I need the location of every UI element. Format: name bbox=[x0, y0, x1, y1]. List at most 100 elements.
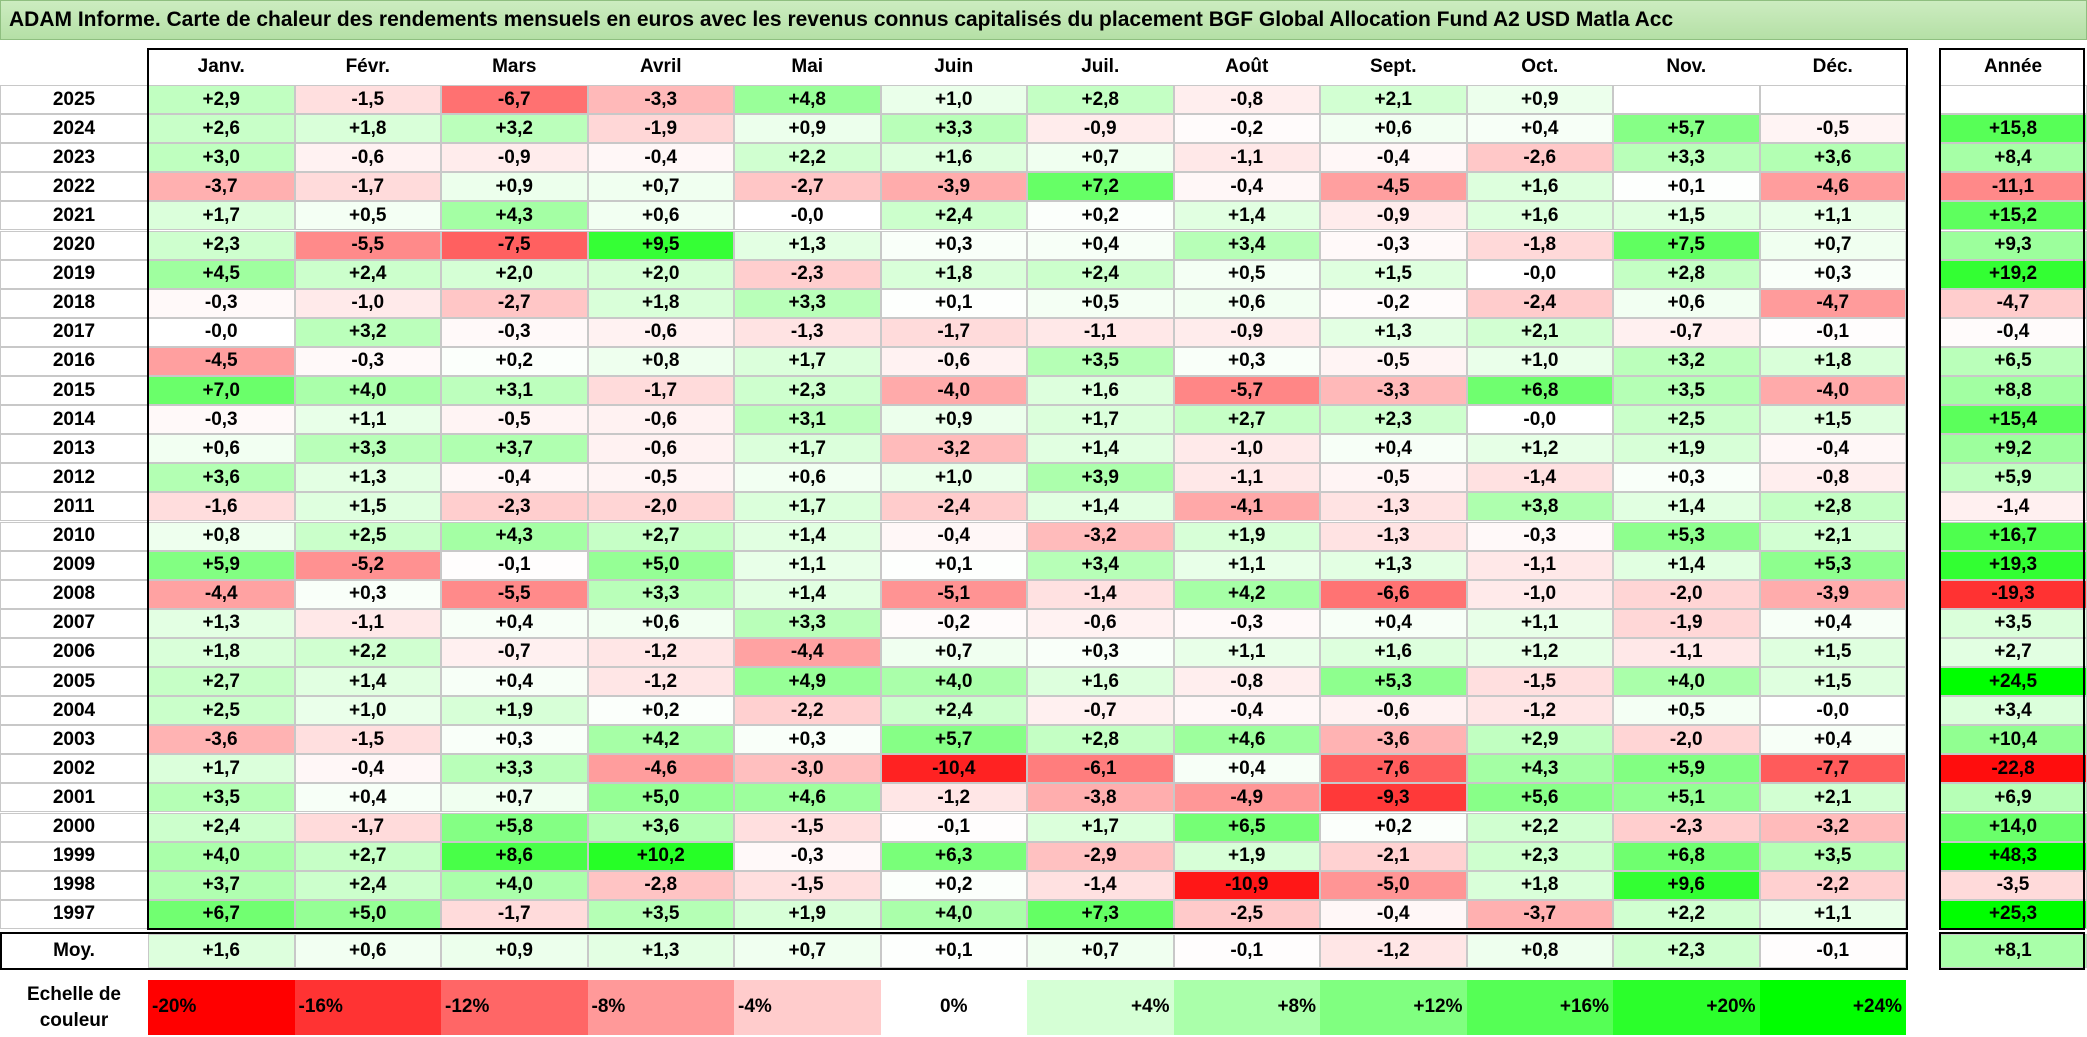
heatmap-cell: +3,5 bbox=[148, 783, 295, 813]
heatmap-cell: +0,2 bbox=[587, 696, 734, 726]
heatmap-cell: +1,8 bbox=[587, 288, 734, 318]
year-label: 2018 bbox=[0, 288, 148, 318]
heatmap-cell: -1,7 bbox=[587, 376, 734, 406]
heatmap-cell: +3,9 bbox=[1027, 463, 1174, 493]
heatmap-cell: +3,5 bbox=[1759, 841, 1906, 871]
heatmap-cell: -0,1 bbox=[441, 550, 588, 580]
year-label: 2007 bbox=[0, 608, 148, 638]
heatmap-cell: -1,3 bbox=[1320, 521, 1467, 551]
heatmap-cell: +1,7 bbox=[734, 492, 881, 522]
heatmap-cell: +1,8 bbox=[1466, 870, 1613, 900]
annual-cell: +9,3 bbox=[1939, 230, 2087, 260]
heatmap-cell: -0,0 bbox=[1466, 259, 1613, 289]
heatmap-cell: +2,1 bbox=[1759, 783, 1906, 813]
heatmap-cell: -0,1 bbox=[1759, 317, 1906, 347]
heatmap-cell: +0,3 bbox=[1759, 259, 1906, 289]
heatmap-cell: +4,3 bbox=[441, 521, 588, 551]
heatmap-cell: +2,4 bbox=[148, 812, 295, 842]
heatmap-cell: -0,5 bbox=[1320, 463, 1467, 493]
heatmap-cell: -1,1 bbox=[1466, 550, 1613, 580]
heatmap-cell: -5,1 bbox=[880, 579, 1027, 609]
heatmap-cell: -0,3 bbox=[1320, 230, 1467, 260]
heatmap-cell: -0,6 bbox=[587, 317, 734, 347]
heatmap-cell: +4,9 bbox=[734, 667, 881, 697]
heatmap-cell: -0,9 bbox=[1320, 201, 1467, 231]
heatmap-cell: +4,6 bbox=[1173, 725, 1320, 755]
heatmap-cell: -0,8 bbox=[1173, 667, 1320, 697]
heatmap-cell: +3,3 bbox=[1613, 143, 1760, 173]
heatmap-cell: +3,0 bbox=[148, 143, 295, 173]
heatmap-cell: -0,3 bbox=[148, 288, 295, 318]
heatmap-cell: +1,0 bbox=[880, 85, 1027, 115]
heatmap-cell: +2,3 bbox=[148, 230, 295, 260]
heatmap-cell: +0,4 bbox=[1759, 725, 1906, 755]
heatmap-cell: +0,4 bbox=[1466, 114, 1613, 144]
heatmap-cell: -2,7 bbox=[441, 288, 588, 318]
heatmap-cell: +2,4 bbox=[880, 696, 1027, 726]
heatmap-cell: -10,9 bbox=[1173, 870, 1320, 900]
heatmap-cell: -7,7 bbox=[1759, 754, 1906, 784]
heatmap-cell: +1,1 bbox=[1759, 899, 1906, 929]
average-cell: +1,3 bbox=[587, 933, 734, 968]
heatmap-cell: -1,9 bbox=[587, 114, 734, 144]
heatmap-cell: +3,8 bbox=[1466, 492, 1613, 522]
heatmap-cell: -1,9 bbox=[1613, 608, 1760, 638]
year-label: 2013 bbox=[0, 434, 148, 464]
heatmap-cell: -1,7 bbox=[880, 317, 1027, 347]
column-header: Juil. bbox=[1081, 56, 1120, 77]
average-cell: +0,1 bbox=[880, 933, 1027, 968]
heatmap-cell: -0,0 bbox=[734, 201, 881, 231]
heatmap-cell: +4,0 bbox=[880, 899, 1027, 929]
annual-cell: +6,9 bbox=[1939, 783, 2087, 813]
legend-swatch: +24% bbox=[1759, 979, 1906, 1035]
average-cell: -0,1 bbox=[1759, 933, 1906, 968]
heatmap-cell: -0,9 bbox=[1027, 114, 1174, 144]
annual-cell: +24,5 bbox=[1939, 667, 2087, 697]
heatmap-cell: +4,0 bbox=[880, 667, 1027, 697]
heatmap-cell: +3,5 bbox=[587, 899, 734, 929]
heatmap-cell: -1,0 bbox=[1173, 434, 1320, 464]
heatmap-cell: -0,6 bbox=[880, 346, 1027, 376]
heatmap-cell: +0,3 bbox=[734, 725, 881, 755]
heatmap-cell: +2,7 bbox=[1173, 405, 1320, 435]
year-label: 2001 bbox=[0, 783, 148, 813]
annual-cell: -0,4 bbox=[1939, 317, 2087, 347]
heatmap-cell: -1,5 bbox=[734, 870, 881, 900]
column-header: Oct. bbox=[1521, 56, 1559, 77]
year-label: 1997 bbox=[0, 899, 148, 929]
heatmap-cell: -1,1 bbox=[1173, 143, 1320, 173]
heatmap-cell: +3,3 bbox=[587, 579, 734, 609]
heatmap-cell: +0,8 bbox=[587, 346, 734, 376]
annual-cell: +14,0 bbox=[1939, 812, 2087, 842]
heatmap-cell: -3,9 bbox=[880, 172, 1027, 202]
heatmap-cell: -0,5 bbox=[1320, 346, 1467, 376]
heatmap-cell: -1,4 bbox=[1027, 870, 1174, 900]
column-header: Mai bbox=[791, 56, 824, 77]
heatmap-cell: +1,5 bbox=[1320, 259, 1467, 289]
average-cell: +0,7 bbox=[1027, 933, 1174, 968]
heatmap-cell: +7,3 bbox=[1027, 899, 1174, 929]
heatmap-cell: -5,5 bbox=[294, 230, 441, 260]
column-header: Janv. bbox=[197, 56, 245, 77]
annual-cell: -3,5 bbox=[1939, 870, 2087, 900]
average-cell: +0,6 bbox=[294, 933, 441, 968]
heatmap-cell: +0,6 bbox=[587, 608, 734, 638]
heatmap-cell: -0,4 bbox=[880, 521, 1027, 551]
heatmap-cell: -2,4 bbox=[1466, 288, 1613, 318]
heatmap-cell: -3,3 bbox=[587, 85, 734, 115]
year-label: 2024 bbox=[0, 114, 148, 144]
heatmap-cell: -0,4 bbox=[1173, 172, 1320, 202]
year-label: 2006 bbox=[0, 637, 148, 667]
year-label: 2004 bbox=[0, 696, 148, 726]
year-label: 2011 bbox=[0, 492, 148, 522]
heatmap-cell: +6,7 bbox=[148, 899, 295, 929]
heatmap-cell: -9,3 bbox=[1320, 783, 1467, 813]
legend-swatch: -20% bbox=[148, 979, 295, 1035]
heatmap-cell: +0,2 bbox=[880, 870, 1027, 900]
heatmap-cell: +1,0 bbox=[1466, 346, 1613, 376]
annual-cell: +3,4 bbox=[1939, 696, 2087, 726]
heatmap-cell: +0,3 bbox=[1173, 346, 1320, 376]
heatmap-cell: +1,9 bbox=[441, 696, 588, 726]
heatmap-cell: -2,0 bbox=[587, 492, 734, 522]
year-label: 2000 bbox=[0, 812, 148, 842]
